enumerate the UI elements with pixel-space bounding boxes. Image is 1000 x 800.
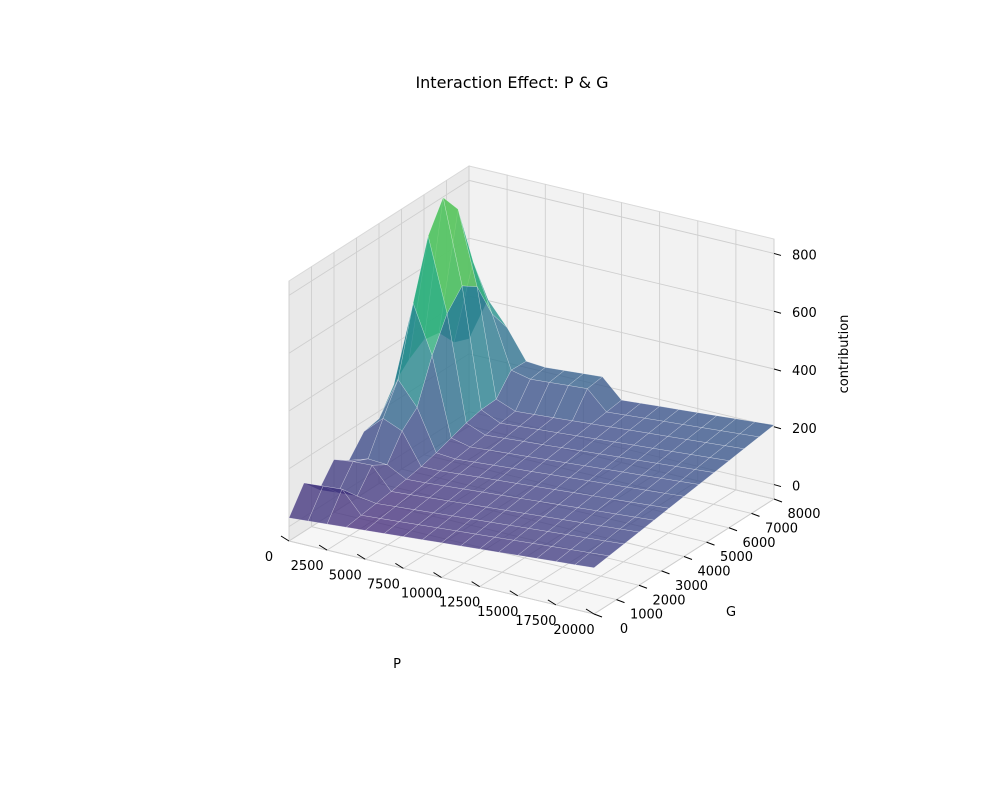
chart-title: Interaction Effect: P & G bbox=[415, 73, 608, 92]
z-tick-label: 200 bbox=[792, 422, 817, 437]
x-tick-label: 0 bbox=[265, 550, 273, 565]
surface-plot bbox=[288, 196, 775, 569]
y-tick-label: 5000 bbox=[720, 550, 753, 565]
z-tick-mark bbox=[773, 426, 782, 430]
z-tick-label: 400 bbox=[792, 364, 817, 379]
x-tick-label: 10000 bbox=[401, 587, 442, 602]
y-tick-mark bbox=[773, 498, 783, 503]
x-tick-mark bbox=[585, 608, 595, 615]
y-tick-label: 8000 bbox=[787, 507, 820, 522]
x-tick-mark bbox=[471, 581, 480, 588]
x-tick-mark bbox=[509, 590, 519, 597]
z-axis-label: contribution bbox=[837, 315, 852, 394]
x-tick-label: 7500 bbox=[367, 577, 400, 592]
y-tick-mark bbox=[593, 613, 603, 618]
z-gridline bbox=[288, 237, 775, 354]
y-tick-label: 1000 bbox=[630, 608, 663, 623]
y-tick-label: 7000 bbox=[765, 521, 798, 536]
y-axis-label: G bbox=[726, 605, 736, 620]
x-tick-mark bbox=[318, 544, 328, 551]
y-tick-mark bbox=[728, 527, 738, 532]
y-tick-label: 0 bbox=[620, 622, 628, 637]
y-tick-label: 2000 bbox=[652, 593, 685, 608]
x-tick-label: 12500 bbox=[439, 596, 480, 611]
z-tick-label: 600 bbox=[792, 306, 817, 321]
x-axis-label: P bbox=[393, 657, 401, 672]
y-tick-mark bbox=[616, 599, 625, 604]
y-tick-mark bbox=[638, 584, 648, 589]
x-tick-label: 17500 bbox=[515, 614, 556, 629]
surface-patch bbox=[574, 552, 610, 569]
y-tick-label: 4000 bbox=[697, 565, 730, 580]
x-tick-mark bbox=[356, 553, 366, 560]
x-tick-label: 5000 bbox=[329, 568, 362, 583]
z-tick-label: 0 bbox=[792, 480, 800, 495]
z-tick-mark bbox=[773, 484, 782, 488]
z-gridline bbox=[288, 179, 775, 296]
y-tick-label: 3000 bbox=[675, 579, 708, 594]
y-tick-mark bbox=[751, 512, 760, 517]
y-tick-mark bbox=[706, 541, 715, 546]
x-tick-mark bbox=[547, 599, 557, 606]
x-tick-label: 15000 bbox=[477, 605, 518, 620]
y-tick-mark bbox=[661, 570, 670, 575]
x-tick-mark bbox=[395, 562, 404, 569]
y-tick-mark bbox=[683, 556, 693, 560]
y-tick-label: 6000 bbox=[742, 536, 775, 551]
x-tick-label: 20000 bbox=[553, 623, 594, 638]
z-tick-mark bbox=[773, 252, 782, 256]
x-tick-mark bbox=[280, 535, 290, 542]
z-tick-mark bbox=[773, 368, 782, 372]
z-tick-mark bbox=[773, 310, 782, 314]
z-tick-label: 800 bbox=[792, 248, 817, 263]
x-tick-label: 2500 bbox=[291, 559, 324, 574]
x-tick-mark bbox=[433, 572, 442, 578]
y-gridline bbox=[311, 266, 617, 601]
